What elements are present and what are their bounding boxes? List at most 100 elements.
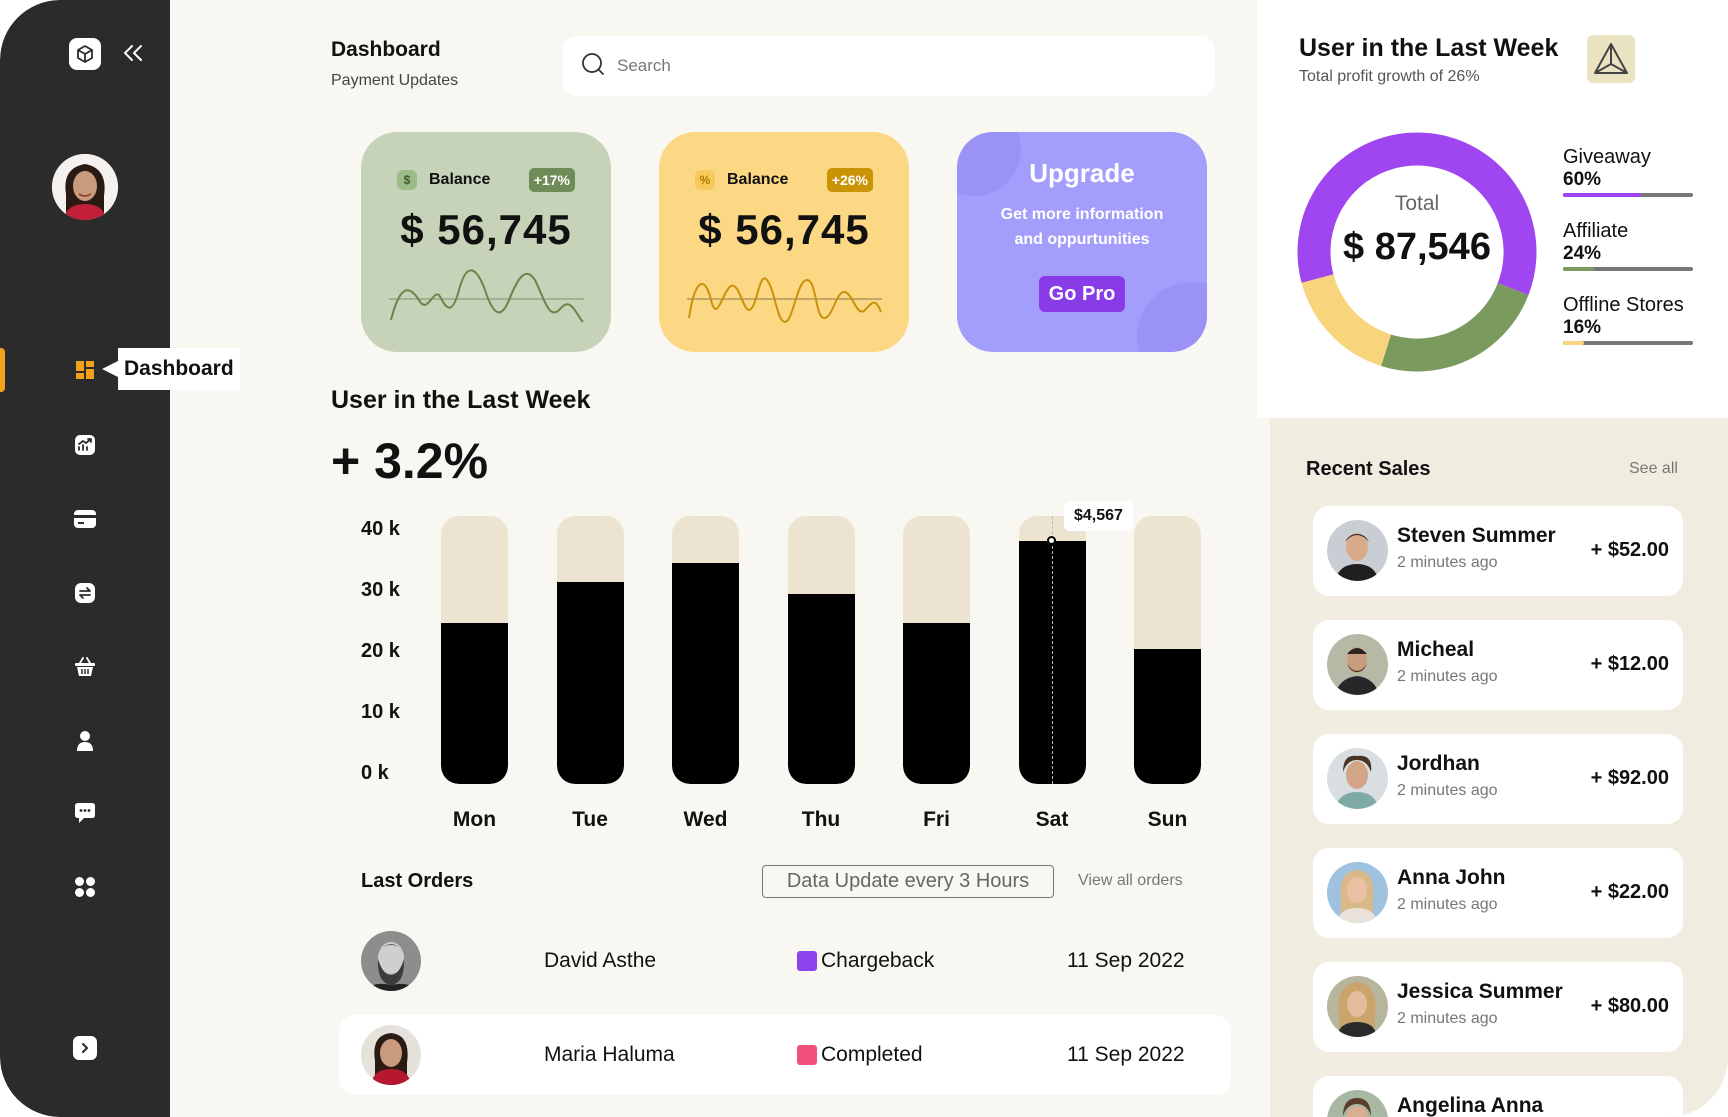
legend-offline-stores: Offline Stores 16% [1563, 294, 1693, 345]
credit-card-icon [73, 507, 97, 531]
legend-bar [1563, 193, 1693, 197]
percent-icon: % [695, 170, 715, 190]
legend-bar-fill [1563, 341, 1584, 345]
legend-giveaway: Giveaway 60% [1563, 146, 1693, 197]
avatar [1327, 520, 1388, 581]
update-frequency-badge: Data Update every 3 Hours [762, 865, 1054, 898]
profile-avatar[interactable] [52, 154, 118, 220]
bar-track-tue[interactable] [556, 516, 624, 784]
balance-card-yellow[interactable]: % Balance +26% $ 56,745 [659, 132, 909, 352]
avatar [1327, 634, 1388, 695]
sale-item[interactable]: Micheal 2 minutes ago + $12.00 [1313, 620, 1683, 710]
collapse-sidebar-icon[interactable] [120, 40, 146, 66]
search-input[interactable] [617, 56, 1177, 76]
x-tick-label: Sat [1035, 808, 1069, 831]
upgrade-title: Upgrade [1029, 158, 1135, 188]
order-status: Completed [797, 1043, 923, 1067]
order-row[interactable]: Maria Haluma Completed 11 Sep 2022 [339, 1015, 1231, 1095]
basket-icon [73, 655, 97, 679]
y-tick-label: 0 k [361, 762, 389, 784]
sale-time: 2 minutes ago [1397, 896, 1498, 913]
sale-item[interactable]: Jessica Summer 2 minutes ago + $80.00 [1313, 962, 1683, 1052]
grid-icon [73, 358, 97, 382]
y-tick-label: 40 k [361, 518, 400, 540]
bar-track-sun[interactable] [1134, 516, 1201, 784]
avatar [361, 931, 421, 991]
sale-amount: + $92.00 [1590, 767, 1669, 789]
x-tick-label: Tue [572, 808, 608, 831]
sale-customer-name: Angelina Anna [1397, 1094, 1544, 1117]
sale-item[interactable]: Angelina Anna [1313, 1076, 1683, 1117]
bar-track-wed[interactable] [672, 516, 739, 784]
user-icon [73, 729, 97, 753]
sidebar-item-dashboard[interactable] [0, 348, 170, 392]
sidebar-item-cards[interactable] [0, 497, 170, 541]
recent-sales-panel: Recent Sales See all Steven Summer 2 min… [1270, 418, 1728, 1117]
sale-amount: + $80.00 [1590, 995, 1669, 1017]
legend-label: Offline Stores [1563, 294, 1684, 316]
sale-amount: + $22.00 [1590, 881, 1669, 903]
bar-track-fri[interactable] [903, 516, 970, 784]
x-tick-label: Sun [1147, 808, 1188, 831]
x-tick-label: Thu [801, 808, 841, 831]
donut-segment-affiliate[interactable] [1295, 130, 1539, 374]
sale-item[interactable]: Steven Summer 2 minutes ago + $52.00 [1313, 506, 1683, 596]
sidebar-item-apps[interactable] [0, 865, 170, 909]
see-all-link[interactable]: See all [1629, 460, 1678, 477]
legend-bar-fill [1563, 267, 1595, 271]
bar-wed[interactable] [672, 563, 739, 784]
bar-tue[interactable] [556, 582, 624, 784]
y-tick-label: 20 k [361, 640, 400, 662]
sale-customer-name: Anna John [1397, 866, 1506, 889]
bar-tooltip: $4,567 [1064, 501, 1133, 532]
legend-bar [1563, 267, 1693, 271]
search-bar[interactable] [563, 36, 1215, 96]
bar-track-mon[interactable] [441, 516, 508, 784]
upgrade-card: Upgrade Get more information and oppurtu… [957, 132, 1207, 352]
expand-chevron-icon[interactable] [73, 1036, 97, 1060]
balance-amount: $ 56,745 [400, 206, 572, 253]
legend-affiliate: Affiliate 24% [1563, 220, 1693, 271]
decorative-blob [1137, 282, 1207, 352]
sidebar-item-shop[interactable] [0, 645, 170, 689]
weekly-change: + 3.2% [331, 433, 489, 489]
sidebar-item-users[interactable] [0, 719, 170, 763]
donut-segment-giveaway[interactable] [1295, 130, 1539, 374]
sidebar-item-transfers[interactable] [0, 571, 170, 615]
legend-bar [1563, 341, 1693, 345]
summary-subtitle: Total profit growth of 26% [1299, 68, 1480, 85]
x-tick-label: Wed [683, 808, 728, 831]
sale-item[interactable]: Jordhan 2 minutes ago + $92.00 [1313, 734, 1683, 824]
nav-tooltip: Dashboard [102, 348, 240, 390]
sale-customer-name: Jessica Summer [1397, 980, 1563, 1003]
bar-sun[interactable] [1134, 649, 1201, 784]
sale-time: 2 minutes ago [1397, 554, 1498, 571]
bar-thu[interactable] [787, 594, 855, 784]
bar-fri[interactable] [903, 623, 970, 784]
summary-panel: User in the Last Week Total profit growt… [1257, 0, 1728, 418]
sidebar-item-messages[interactable] [0, 791, 170, 835]
bar-track-thu[interactable] [787, 516, 855, 784]
go-pro-button[interactable]: Go Pro [1039, 276, 1125, 312]
sidebar-item-analytics[interactable] [0, 423, 170, 467]
page-subtitle: Payment Updates [331, 72, 459, 89]
y-tick-label: 10 k [361, 701, 400, 723]
legend-label: Giveaway [1563, 146, 1651, 168]
prism-icon[interactable] [1587, 35, 1635, 83]
order-status-label: Chargeback [821, 949, 935, 972]
x-tick-label: Fri [923, 808, 950, 831]
chart-icon [73, 433, 97, 457]
sale-customer-name: Steven Summer [1397, 524, 1556, 547]
apps-icon [73, 875, 97, 899]
order-row[interactable]: David Asthe Chargeback 11 Sep 2022 [339, 921, 1231, 1001]
balance-card-green[interactable]: $ Balance +17% $ 56,745 [361, 132, 611, 352]
legend-percent: 16% [1563, 317, 1602, 338]
view-all-orders-link[interactable]: View all orders [1078, 872, 1183, 889]
bar-mon[interactable] [441, 623, 508, 784]
summary-donut-chart [1295, 130, 1539, 374]
logo-cube-icon[interactable] [69, 38, 101, 70]
order-customer-name: Maria Haluma [544, 1043, 675, 1066]
avatar [361, 1025, 421, 1085]
sale-item[interactable]: Anna John 2 minutes ago + $22.00 [1313, 848, 1683, 938]
